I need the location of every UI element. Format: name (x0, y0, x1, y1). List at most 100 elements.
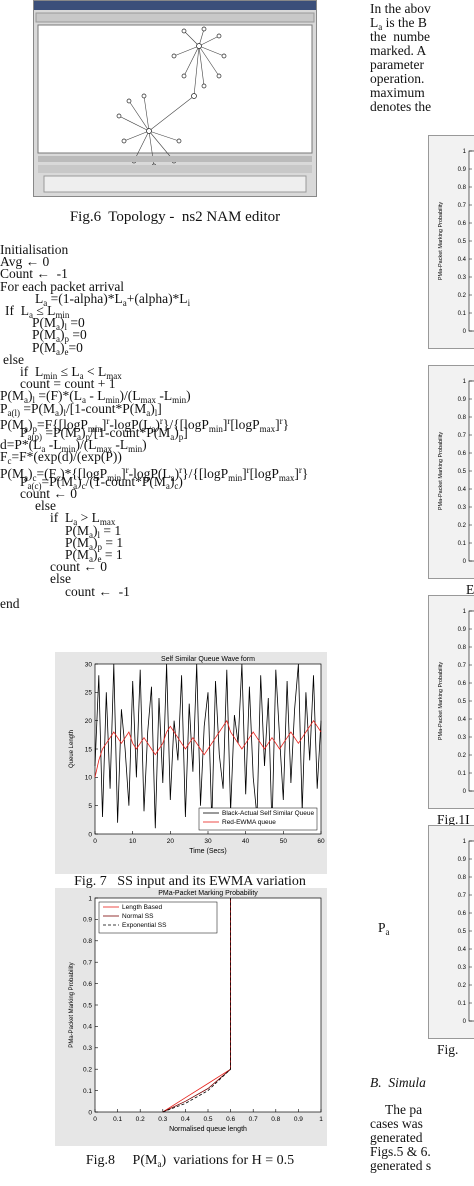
y-tick-label: 0 (463, 559, 467, 565)
y-tick-label: 0.9 (458, 627, 467, 633)
section-heading: B. Simula (370, 1075, 426, 1090)
text-run: l (32, 395, 36, 406)
text-run: L (370, 15, 379, 30)
text-run: =P(M (41, 473, 74, 489)
y-tick-label: 0 (88, 831, 92, 838)
text-run: = 1 (102, 534, 124, 550)
y-axis-label: Queue Length (69, 730, 75, 768)
text-run: ) (93, 522, 98, 538)
y-tick-label: 0.2 (458, 523, 467, 529)
legend-label: Red-EWMA queue (222, 819, 276, 826)
partial-axis: 0 0.1 0.2 0.3 0.4 0.5 0.6 0.7 0.8 0.9 1 PMa-Packet … (438, 149, 474, 335)
y-tick-label: 1 (463, 609, 467, 615)
text-run: P(M (0, 388, 25, 404)
text-run: } (301, 465, 309, 481)
partial-axis: 0 0.1 0.2 0.3 0.4 0.5 0.6 0.7 0.8 0.9 1 (458, 839, 474, 1025)
text-run: ≤ L (33, 303, 56, 318)
text-run: =(F (36, 465, 57, 481)
text-run: ) (93, 534, 98, 550)
text-run: max (96, 444, 113, 455)
text-run: cases was (370, 1116, 423, 1131)
algorithm-line: count = count + 1 (20, 377, 115, 391)
x-tick-label: 40 (242, 838, 250, 845)
text-run: ) (60, 327, 65, 343)
text-run: Avg ← 0 (0, 254, 50, 270)
partial-axis: 0 0.1 0.2 0.3 0.4 0.5 0.6 0.7 0.8 0.9 1 PMa-Packet … (438, 609, 474, 795)
text-run: P(M (0, 416, 25, 432)
text-run: a (378, 22, 383, 32)
y-tick-label: 20 (85, 718, 93, 725)
algorithm-line: P(Ma)l =0 (32, 316, 85, 334)
y-tick-label: 10 (85, 775, 93, 782)
x-tick-label: 0.1 (113, 1116, 122, 1123)
algorithm-line: else (35, 499, 56, 513)
y-axis-label: PMa-Packet Marking Probability (69, 962, 75, 1047)
text-run: ] (294, 465, 299, 481)
y-tick-label: 0.1 (458, 541, 467, 547)
text-run: -L (156, 388, 173, 404)
text-run: else (35, 498, 56, 514)
y-tick-label: 0.7 (458, 433, 467, 439)
text-run: r (279, 415, 283, 426)
legend-label: Black-Actual Self Similar Queue (222, 810, 315, 817)
text-run: else (50, 571, 71, 587)
paragraph-line: In the abov (370, 2, 431, 16)
text-run: r (298, 464, 302, 475)
text-run: ) (77, 473, 82, 489)
y-tick-label: 0.7 (458, 663, 467, 669)
figure-caption: Fig.1I (437, 812, 470, 827)
legend-label: Normal SS (122, 913, 154, 920)
text-run: =(1-alpha)*L (47, 290, 123, 306)
text-run: a (157, 1159, 162, 1169)
algorithm-line: Pa(c)=P(Ma)c/(1-count*P(Ma)c) (20, 473, 183, 493)
text-run: =0 (67, 315, 85, 331)
text-run: ] (101, 416, 107, 432)
y-tick-label: 0.9 (458, 167, 467, 173)
algorithm-line: If La ≤ Lmin (5, 304, 69, 322)
x-tick-label: 50 (280, 838, 288, 845)
algorithm-line: P(Ma)p=F{[logPmin]r-logP(La)r}/{[logPmin… (0, 414, 289, 436)
text-run: a (122, 297, 127, 308)
y-axis-label: PMa-Packet Marking Probability (438, 432, 444, 511)
text-run: )/(L (119, 388, 141, 404)
y-tick-label: 0.8 (458, 185, 467, 191)
text-run: a (170, 472, 175, 483)
series-line (94, 663, 322, 829)
algorithm-line: else (3, 351, 24, 367)
text-run: a (79, 371, 84, 381)
y-tick-label: 0.8 (458, 875, 467, 881)
text-run: count ← 0 (50, 559, 107, 575)
y-tick-label: 0.4 (458, 947, 467, 953)
y-tick-label: 0.1 (83, 1088, 92, 1095)
y-tick-label: 0.2 (83, 1067, 92, 1074)
y-tick-label: 0.5 (458, 699, 467, 705)
algorithm-line: Pa(l) =P(Ma)l/[1-count*P(Ma)l] (0, 401, 162, 420)
text-run: c (7, 456, 12, 467)
y-tick-label: 0.3 (458, 275, 467, 281)
partial-figure: 0 0.1 0.2 0.3 0.4 0.5 0.6 0.7 0.8 0.9 1 PMa-Packet … (428, 595, 474, 809)
text-run: else (3, 351, 24, 367)
text-run: a (170, 432, 175, 442)
algorithm-line: P(Ma)p =0 (32, 328, 87, 346)
text-run: P (20, 473, 28, 489)
text-run: } (282, 416, 290, 432)
x-tick-label: 0.3 (158, 1116, 167, 1123)
text-run: r (179, 464, 183, 475)
text-run: ) (174, 425, 179, 440)
text-run: a (73, 480, 78, 491)
x-tick-label: 10 (129, 838, 137, 845)
text-run: P (378, 920, 386, 935)
text-run: a (77, 432, 82, 442)
text-run: P(M (65, 534, 90, 550)
y-tick-label: 0.7 (458, 893, 467, 899)
text-run: The pa (385, 1102, 423, 1117)
y-tick-label: 0 (463, 329, 467, 335)
text-run: l (63, 407, 67, 418)
algorithm-line: if La > Lmax (50, 511, 115, 529)
y-tick-label: 0.6 (458, 911, 467, 917)
algorithm-line: Pa(p) =P(Ma)p/[1-count*P(Ma)p] (20, 426, 188, 444)
text-run: ) (178, 473, 183, 489)
x-tick-label: 0 (93, 1116, 97, 1123)
text-run: d=P*(L (0, 437, 42, 453)
